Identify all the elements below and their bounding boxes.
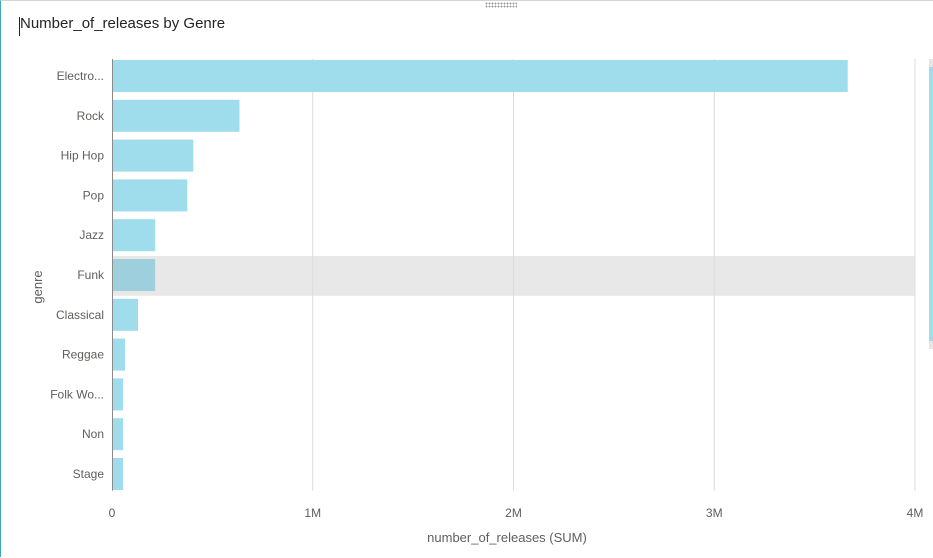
category-label: Classical: [56, 308, 104, 322]
x-axis-title: number_of_releases (SUM): [427, 530, 587, 545]
bar[interactable]: [113, 378, 124, 411]
category-label: Non: [82, 427, 104, 441]
category-label: Reggae: [62, 348, 104, 362]
category-label: Jazz: [79, 228, 104, 242]
bar[interactable]: [113, 179, 188, 212]
category-label: Rock: [77, 109, 105, 123]
bar[interactable]: [113, 418, 124, 451]
x-tick-label: 1M: [304, 506, 321, 520]
bar[interactable]: [113, 60, 848, 92]
y-axis-title: genre: [30, 270, 45, 303]
category-label: Folk Wo...: [50, 387, 104, 401]
x-tick-label: 3M: [706, 506, 723, 520]
drag-handle-icon[interactable]: [485, 2, 517, 8]
text-cursor: [19, 17, 20, 36]
bar[interactable]: [113, 298, 139, 331]
x-tick-label: 0: [109, 506, 116, 520]
bar[interactable]: [113, 99, 240, 132]
x-tick-label: 2M: [505, 506, 522, 520]
category-label: Stage: [73, 467, 105, 481]
bar[interactable]: [113, 458, 124, 490]
chart-title: Number_of_releases by Genre: [20, 15, 226, 32]
bar[interactable]: [113, 338, 126, 371]
category-label: Hip Hop: [61, 149, 105, 163]
category-label: Pop: [83, 188, 105, 202]
scrollbar-thumb[interactable]: [929, 67, 933, 341]
category-label: Funk: [77, 268, 105, 282]
bar[interactable]: [113, 219, 156, 252]
x-tick-label: 4M: [907, 506, 924, 520]
bar[interactable]: [113, 259, 156, 291]
category-label: Electro...: [57, 69, 104, 83]
bar[interactable]: [113, 139, 194, 172]
